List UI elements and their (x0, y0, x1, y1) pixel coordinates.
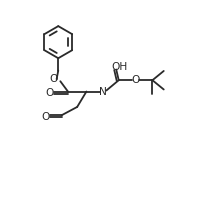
Text: O: O (49, 74, 57, 84)
Text: N: N (99, 87, 107, 97)
Text: O: O (46, 88, 54, 98)
Text: O: O (42, 112, 50, 122)
Text: O: O (131, 75, 139, 85)
Text: OH: OH (111, 63, 128, 72)
